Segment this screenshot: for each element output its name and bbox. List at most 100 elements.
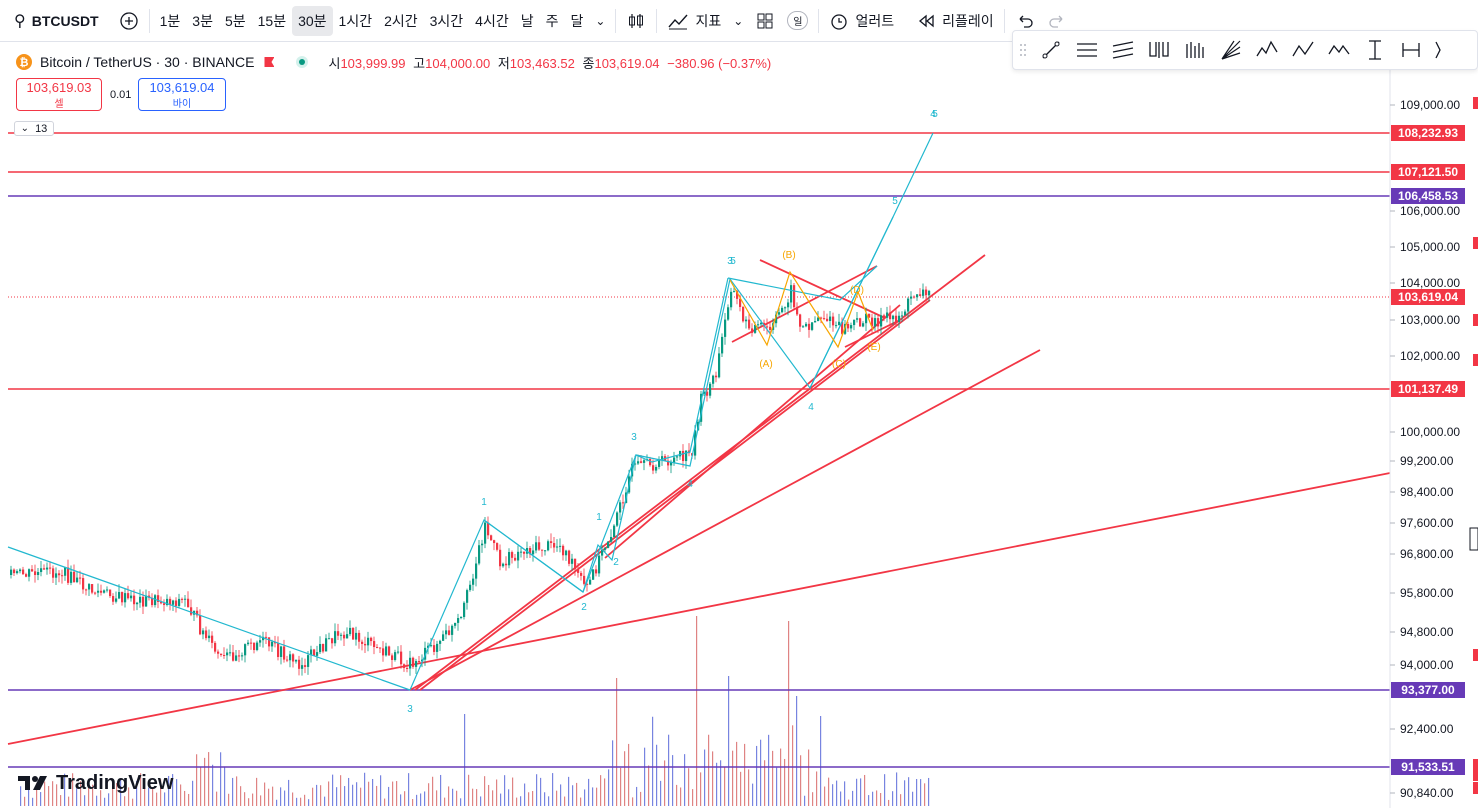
trend-line[interactable] xyxy=(414,254,986,691)
replay-button[interactable]: 리플레이 xyxy=(910,6,1000,36)
date-range-tool-icon[interactable] xyxy=(1393,32,1429,68)
candle-body xyxy=(265,636,268,638)
interval-button[interactable]: 2시간 xyxy=(384,12,418,29)
trend-line[interactable] xyxy=(844,319,901,348)
indicators-dropdown-button[interactable]: ⌄ xyxy=(727,6,749,36)
elliott-correction-tool-icon[interactable] xyxy=(1285,32,1321,68)
tradingview-logo[interactable]: TradingView xyxy=(18,770,173,796)
drag-handle-icon[interactable] xyxy=(1013,32,1033,68)
market-status-icon[interactable] xyxy=(296,56,309,68)
candle-body xyxy=(907,298,910,312)
elliott-wave-line[interactable] xyxy=(809,216,894,389)
interval-button[interactable]: 달 xyxy=(570,12,584,29)
interval-button[interactable]: 30분 xyxy=(292,5,333,36)
candle-body xyxy=(505,563,508,566)
elliott-wave-line[interactable] xyxy=(727,265,878,301)
interval-button[interactable]: 1분 xyxy=(159,12,181,29)
candle-body xyxy=(109,589,112,597)
elliott-wave-line[interactable] xyxy=(582,277,729,593)
interval-button[interactable]: 15분 xyxy=(257,12,287,29)
axis-scroll-handle[interactable] xyxy=(1469,527,1478,551)
chart-type-button[interactable] xyxy=(620,6,652,36)
trend-line[interactable] xyxy=(419,299,931,691)
candle-body xyxy=(700,393,703,422)
candle-body xyxy=(49,567,52,569)
interval-button[interactable]: 1시간 xyxy=(338,12,373,29)
candle-body xyxy=(355,632,358,640)
pitchfork-tool-icon[interactable] xyxy=(1141,32,1177,68)
regression-channel-tool-icon[interactable] xyxy=(1105,32,1141,68)
interval-button[interactable]: 5분 xyxy=(224,12,246,29)
sell-button[interactable]: 103,619.03 셀 xyxy=(16,78,102,111)
abc-correction-line[interactable] xyxy=(729,270,874,349)
price-level-tag[interactable]: 106,458.53 xyxy=(1391,188,1465,204)
buy-button[interactable]: 103,619.04 바이 xyxy=(138,78,226,111)
volume-bar xyxy=(448,786,450,806)
trend-line[interactable] xyxy=(409,349,1041,691)
elliott-wave-line[interactable] xyxy=(483,519,584,593)
volume-bar xyxy=(256,777,258,806)
volume-bar xyxy=(668,734,670,806)
interval-button[interactable]: 날 xyxy=(520,12,534,29)
pitchfan-tool-icon[interactable] xyxy=(1177,32,1213,68)
price-level-tag[interactable]: 91,533.51 xyxy=(1391,759,1465,775)
indicators-collapse-button[interactable]: ⌄ 13 xyxy=(14,121,54,136)
candle-body xyxy=(529,548,532,555)
price-level-tag[interactable]: 101,137.49 xyxy=(1391,381,1465,397)
indicators-button[interactable]: 지표 xyxy=(661,6,727,36)
interval-button[interactable]: 3시간 xyxy=(429,12,464,29)
candle-body xyxy=(607,541,610,548)
undo-icon xyxy=(1019,15,1033,28)
candle-body xyxy=(877,318,880,327)
interval-button[interactable]: 주 xyxy=(545,12,559,29)
interval-dropdown-button[interactable]: ⌄ xyxy=(589,6,611,36)
candle-body xyxy=(802,326,805,328)
price-level-tag[interactable]: 103,619.04 xyxy=(1391,289,1465,305)
more-tools-icon[interactable] xyxy=(1429,32,1447,68)
elliott-triangle-tool-icon[interactable] xyxy=(1321,32,1357,68)
wave-label: 3 xyxy=(631,432,637,443)
candle-body xyxy=(232,652,235,661)
compare-add-button[interactable] xyxy=(113,6,145,36)
interval-button[interactable]: 3분 xyxy=(192,12,213,29)
candle-body xyxy=(283,646,286,660)
trend-line[interactable] xyxy=(7,472,1391,745)
symbol-search-button[interactable]: ⚲ BTCUSDT xyxy=(0,6,105,36)
volume-bar xyxy=(420,793,422,806)
undo-button[interactable] xyxy=(1009,6,1041,36)
elliott-impulse-tool-icon[interactable] xyxy=(1249,32,1285,68)
layout-badge[interactable]: 일 xyxy=(781,6,814,36)
volume-bar xyxy=(436,790,438,806)
open-label: 시 xyxy=(328,55,341,71)
volume-bar xyxy=(208,752,210,806)
price-level-tag[interactable]: 107,121.50 xyxy=(1391,164,1465,180)
interval-button[interactable]: 4시간 xyxy=(475,12,509,29)
volume-bar xyxy=(636,786,638,806)
candle-body xyxy=(649,459,652,466)
alert-button[interactable]: 얼러트 xyxy=(823,6,900,36)
volume-bar xyxy=(456,790,458,806)
candle-body xyxy=(511,552,514,558)
volume-bar xyxy=(804,795,806,806)
volume-bar xyxy=(72,773,74,806)
elliott-wave-line[interactable] xyxy=(7,546,411,691)
parallel-channel-tool-icon[interactable] xyxy=(1069,32,1105,68)
candle-body xyxy=(724,319,727,337)
volume-bar xyxy=(372,778,374,806)
volume-bar xyxy=(732,750,734,806)
flag-icon[interactable] xyxy=(264,57,275,67)
price-level-tag[interactable]: 93,377.00 xyxy=(1391,682,1465,698)
candle-body xyxy=(160,601,163,604)
fib-fan-tool-icon[interactable] xyxy=(1213,32,1249,68)
trend-line[interactable] xyxy=(604,304,901,559)
redo-button[interactable] xyxy=(1041,6,1073,36)
candle-body xyxy=(70,571,73,583)
elliott-wave-line[interactable] xyxy=(409,132,934,691)
candle-body xyxy=(727,307,730,320)
volume-bar xyxy=(348,777,350,806)
price-level-tag[interactable]: 108,232.93 xyxy=(1391,125,1465,141)
trend-line-tool-icon[interactable] xyxy=(1033,32,1069,68)
layout-button[interactable] xyxy=(749,6,781,36)
cross-line-tool-icon[interactable] xyxy=(1357,32,1393,68)
